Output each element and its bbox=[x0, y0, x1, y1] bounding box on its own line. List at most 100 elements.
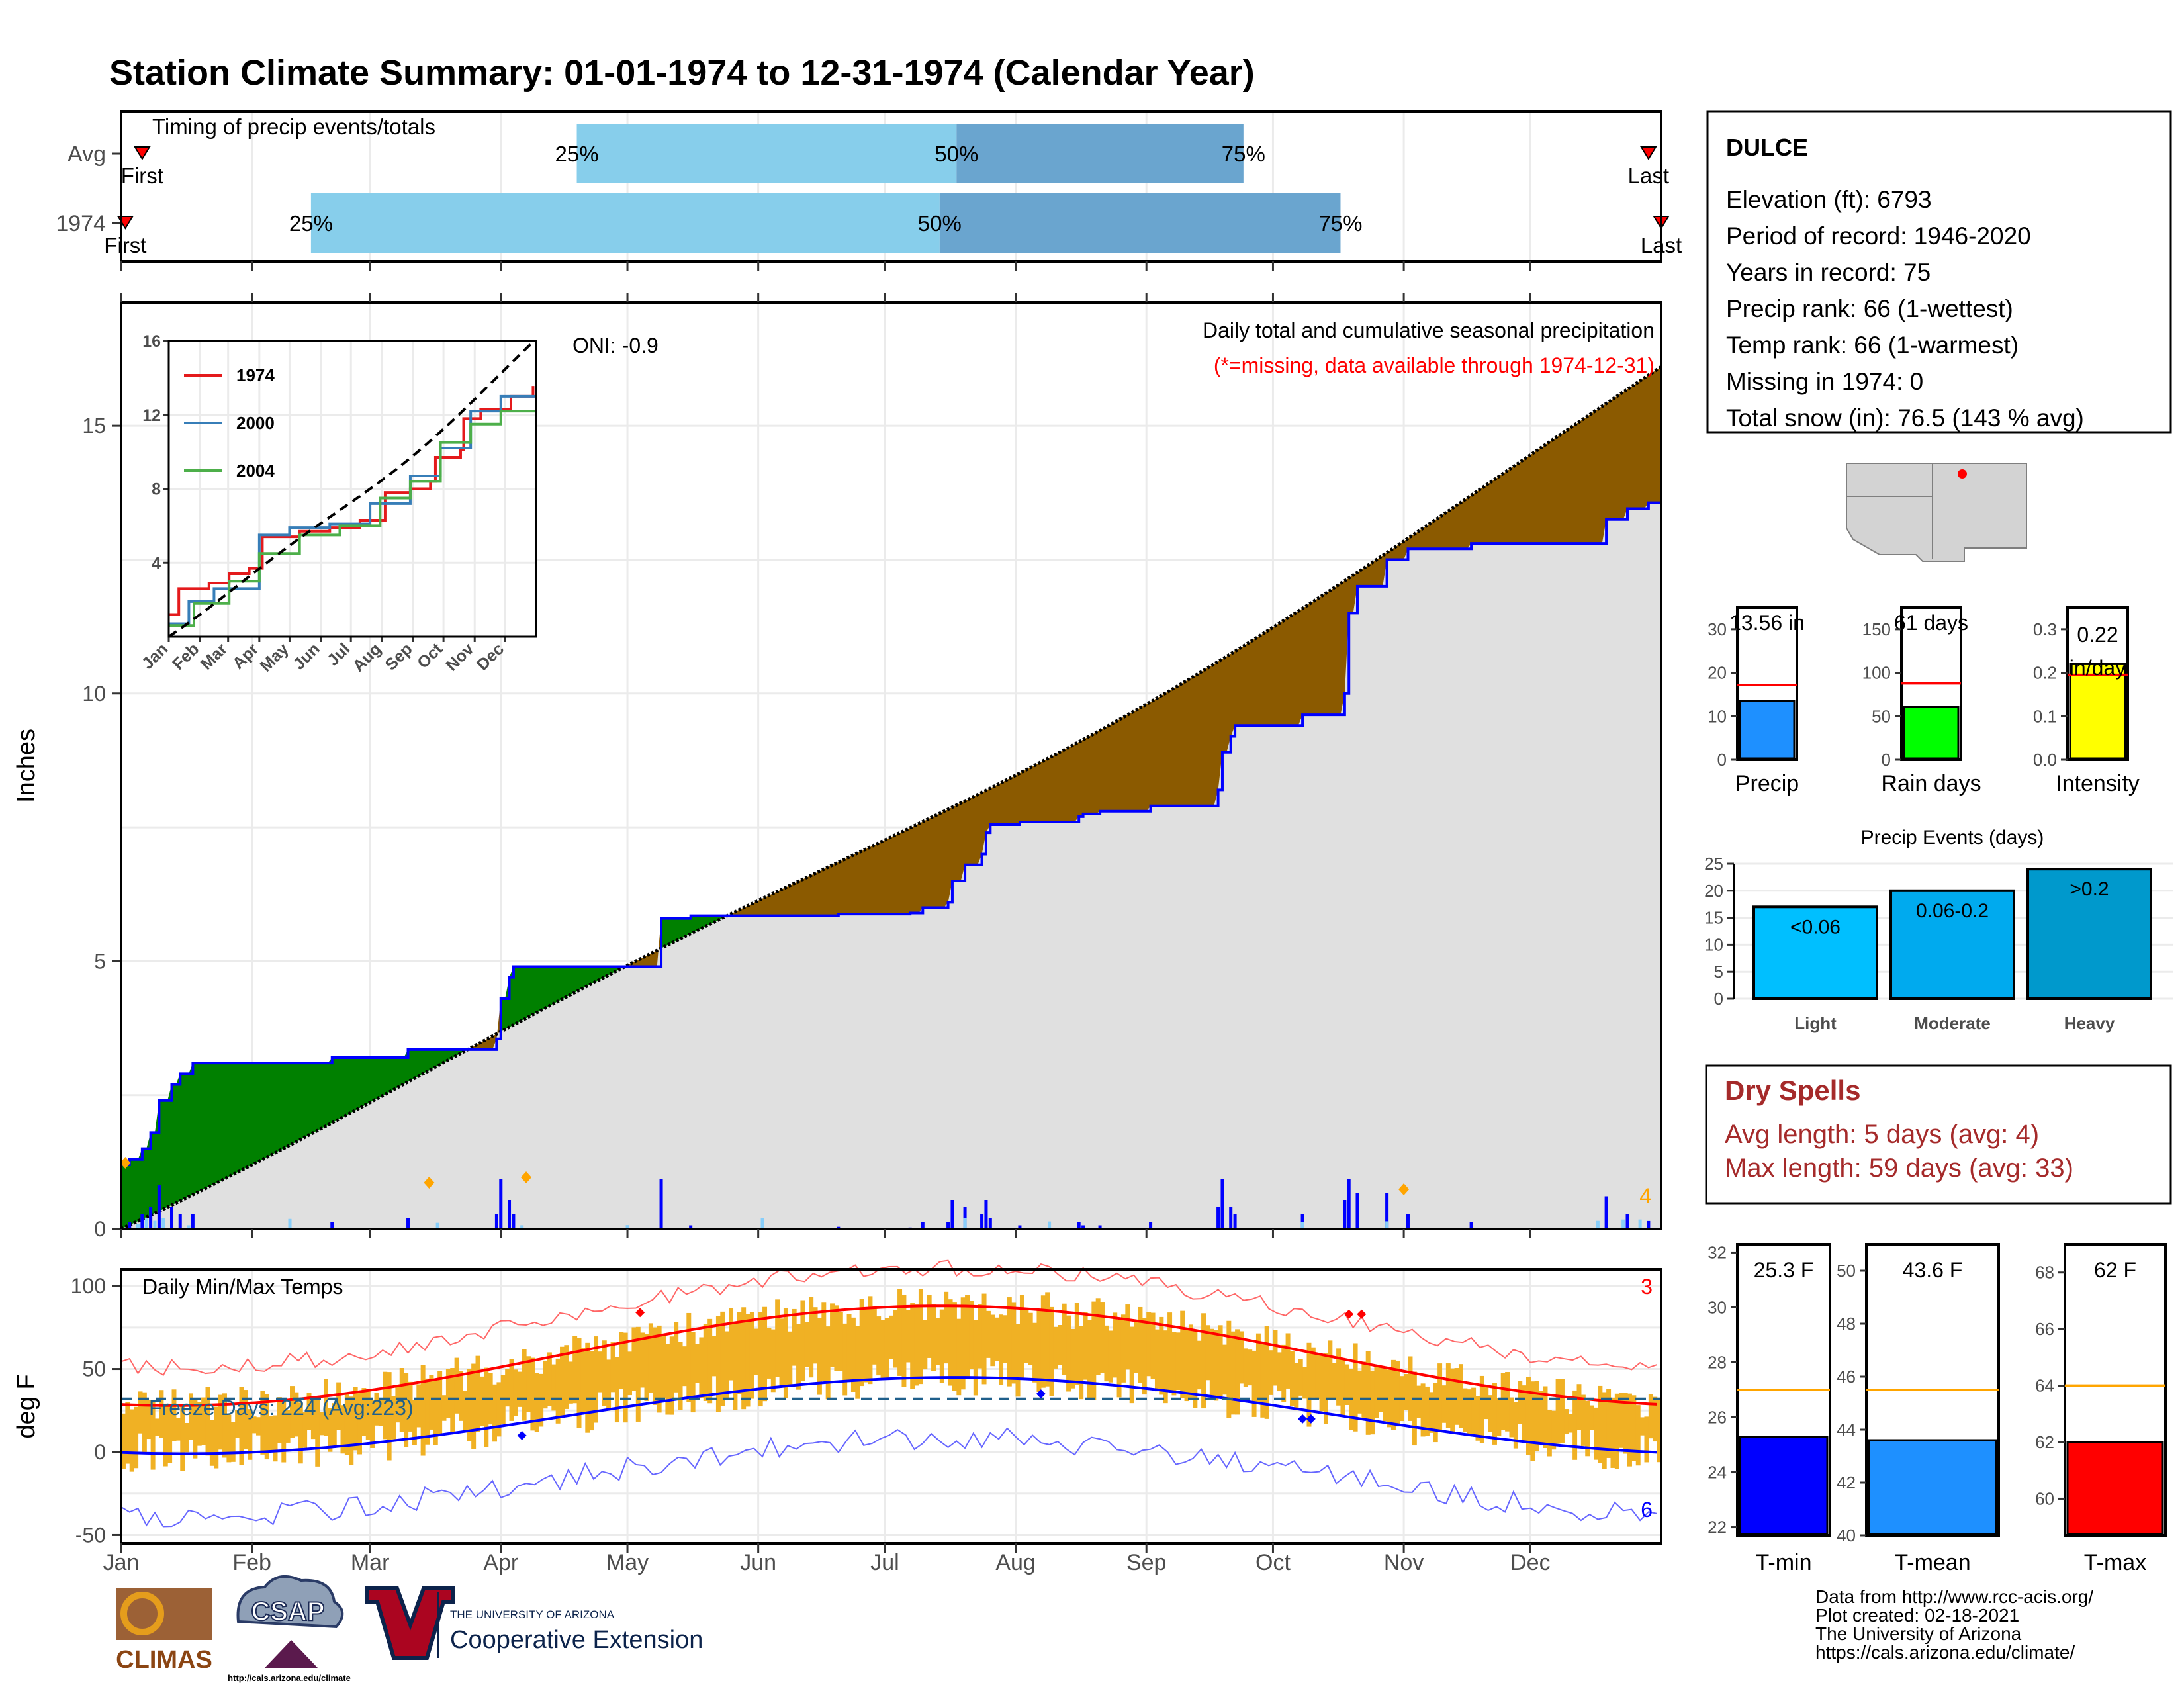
daily-temp-bar bbox=[809, 1297, 814, 1378]
daily-temp-bar bbox=[1328, 1340, 1333, 1401]
avg-tmax-line bbox=[120, 1304, 1657, 1407]
daily-temp-bar bbox=[180, 1406, 185, 1471]
csap-logo-text: CSAP bbox=[251, 1597, 324, 1626]
daily-precip-bar bbox=[988, 1218, 992, 1229]
daily-temp-bar bbox=[248, 1409, 253, 1460]
mini-bar-tick-label: 0 bbox=[1717, 750, 1727, 770]
daily-temp-bar bbox=[1298, 1359, 1303, 1396]
mini-bar-tick-label: 10 bbox=[1707, 706, 1727, 726]
daily-precip-bar bbox=[1385, 1193, 1389, 1229]
station-info-line: Temp rank: 66 (1-warmest) bbox=[1726, 332, 2019, 359]
daily-precip-bar bbox=[499, 1179, 503, 1229]
daily-snow-bar bbox=[1385, 1221, 1389, 1229]
daily-temp-bar bbox=[1420, 1383, 1426, 1437]
daily-temp-bar bbox=[1454, 1368, 1459, 1425]
daily-temp-bar bbox=[1576, 1384, 1582, 1430]
daily-temp-bar bbox=[273, 1415, 278, 1462]
daily-temp-bar bbox=[969, 1301, 974, 1369]
precip-y-tick-label: 15 bbox=[82, 414, 106, 437]
daily-temp-bar bbox=[1564, 1409, 1569, 1435]
temp-bar-tick-label: 26 bbox=[1707, 1408, 1727, 1428]
mini-bar-value bbox=[1903, 706, 1960, 760]
timing-pct-label: 25% bbox=[555, 142, 599, 166]
daily-temp-bar bbox=[749, 1312, 754, 1399]
daily-temp-bar bbox=[505, 1369, 510, 1407]
daily-temp-bar bbox=[1193, 1330, 1198, 1408]
daily-temp-bar bbox=[944, 1291, 949, 1364]
daily-precip-bar bbox=[508, 1200, 512, 1229]
daily-temp-bar bbox=[695, 1344, 700, 1383]
daily-temp-bar bbox=[1285, 1333, 1291, 1389]
daily-temp-bar bbox=[627, 1351, 633, 1396]
daily-temp-bar bbox=[901, 1295, 907, 1387]
daily-temp-bar bbox=[1370, 1370, 1375, 1435]
daily-temp-bar bbox=[277, 1397, 282, 1443]
daily-precip-bar bbox=[950, 1200, 954, 1229]
daily-temp-bar bbox=[1610, 1397, 1615, 1468]
daily-temp-bar bbox=[344, 1393, 349, 1455]
daily-temp-bar bbox=[1488, 1395, 1493, 1432]
daily-temp-bar bbox=[1437, 1363, 1443, 1430]
daily-temp-bar bbox=[175, 1418, 181, 1441]
daily-temp-bar bbox=[1492, 1383, 1497, 1445]
daily-temp-bar bbox=[985, 1310, 991, 1358]
daily-temp-bar bbox=[1522, 1385, 1527, 1441]
mini-bar-tick-label: 30 bbox=[1707, 619, 1727, 639]
daily-temp-bar bbox=[745, 1314, 751, 1407]
daily-temp-bar bbox=[336, 1382, 341, 1430]
daily-temp-bar bbox=[804, 1322, 809, 1367]
daily-temp-bar bbox=[788, 1331, 793, 1386]
csap-cloud-icon bbox=[236, 1575, 344, 1629]
daily-temp-bar bbox=[260, 1391, 265, 1455]
daily-temp-bar bbox=[441, 1395, 447, 1421]
daily-precip-bar bbox=[191, 1214, 195, 1229]
daily-temp-bar bbox=[146, 1400, 152, 1440]
daily-temp-bar bbox=[1226, 1320, 1232, 1418]
daily-snow-bar bbox=[187, 1225, 191, 1229]
daily-precip-bar bbox=[1355, 1193, 1359, 1229]
daily-temp-bar bbox=[1509, 1397, 1514, 1438]
daily-temp-bar bbox=[412, 1400, 417, 1445]
daily-temp-bar bbox=[1070, 1328, 1075, 1389]
daily-temp-bar bbox=[686, 1312, 692, 1402]
daily-temp-bar bbox=[1395, 1361, 1400, 1427]
timing-q2-bar bbox=[939, 193, 1341, 253]
daily-temp-bar bbox=[724, 1331, 729, 1400]
daily-temp-bar bbox=[1024, 1310, 1029, 1363]
daily-temp-bar bbox=[766, 1328, 772, 1379]
events-tick-label: 25 bbox=[1704, 854, 1723, 874]
station-location-marker bbox=[1958, 469, 1967, 479]
events-bar bbox=[1889, 889, 2015, 1001]
timing-q2-bar bbox=[956, 124, 1244, 183]
daily-temp-bar bbox=[1058, 1324, 1063, 1365]
daily-temp-bar bbox=[880, 1320, 886, 1379]
timing-row-label: Avg bbox=[68, 142, 106, 167]
daily-temp-bar bbox=[653, 1327, 658, 1405]
daily-temp-bar bbox=[889, 1315, 894, 1359]
daily-temp-bar bbox=[733, 1324, 738, 1410]
daily-temp-bar bbox=[1332, 1363, 1337, 1400]
daily-temp-bar bbox=[1040, 1295, 1046, 1388]
daily-temp-bar bbox=[433, 1381, 438, 1445]
daily-temp-bar bbox=[1294, 1363, 1299, 1411]
timing-row-label: 1974 bbox=[56, 211, 106, 236]
month-tick-label: Dec bbox=[1510, 1550, 1550, 1575]
daily-temp-bar bbox=[834, 1305, 839, 1371]
daily-temp-bar bbox=[715, 1316, 721, 1412]
daily-temp-bar bbox=[1404, 1373, 1409, 1410]
daily-temp-bar bbox=[197, 1402, 202, 1446]
temp-y-tick-label: 0 bbox=[94, 1440, 106, 1464]
temp-panel-frame bbox=[120, 1268, 1662, 1545]
daily-temp-bar bbox=[1175, 1332, 1181, 1391]
temp-bar-tick-label: 50 bbox=[1837, 1261, 1856, 1281]
daily-temp-bar bbox=[674, 1322, 679, 1393]
daily-temp-bar bbox=[459, 1371, 464, 1421]
daily-temp-bar bbox=[994, 1317, 999, 1361]
month-tick-label: Aug bbox=[995, 1550, 1036, 1575]
daily-temp-bar bbox=[214, 1406, 219, 1469]
daily-precip-bar bbox=[1233, 1214, 1237, 1229]
logos: CLIMAS CSAP http://cals.arizona.edu/climat… bbox=[116, 1575, 703, 1683]
daily-temp-bar bbox=[1053, 1326, 1058, 1369]
month-axis: Jan Feb Mar Apr May Jun Jul Aug Sep Oct Nov Dec bbox=[103, 1550, 1551, 1575]
